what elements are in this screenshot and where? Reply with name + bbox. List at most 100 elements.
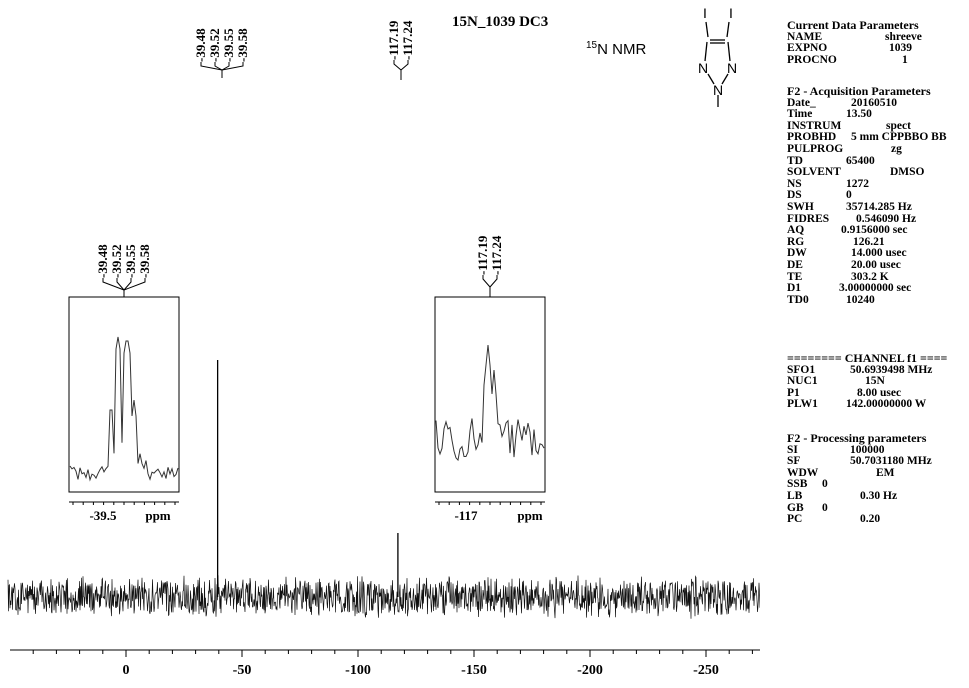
param-key: EXPNO: [787, 42, 828, 55]
param-key: NUC1: [787, 375, 818, 388]
isotope-superscript: 15: [586, 40, 598, 51]
param-key: SFO1: [787, 363, 816, 376]
param-value: 50.7031180 MHz: [850, 455, 932, 468]
nitrogen-label-1: N: [698, 60, 708, 76]
param-key: TD: [787, 154, 803, 167]
param-value: 35714.285 Hz: [846, 200, 912, 213]
param-key: Time: [787, 108, 813, 121]
param-value: 3.00000000 sec: [839, 282, 912, 295]
nitrogen-label-2: N: [727, 60, 737, 76]
param-key: SI: [787, 443, 798, 456]
param-key: TD0: [787, 293, 809, 306]
param-value: 20.00 usec: [851, 258, 901, 271]
inset-tick-label: -39.5: [89, 508, 117, 523]
param-row: NS 1272: [787, 177, 931, 191]
param-key: GB: [787, 501, 804, 514]
peak-label-connector: [200, 62, 223, 71]
current-data-parameters: Current Data Parameters NAME shreeve EXPNO 1…: [787, 18, 922, 66]
param-row: PLW1 142.00000000 W: [787, 399, 947, 411]
param-value: 0.20: [860, 513, 881, 526]
peak-label: -39.55: [123, 244, 138, 278]
param-key: P1: [787, 386, 800, 399]
param-header: F2 - Acquisition Parameters: [787, 84, 931, 98]
param-value: 8.00 usec: [857, 386, 902, 399]
param-value: 15N: [865, 375, 885, 388]
processing-parameters: F2 - Processing parameters SI 100000 SF 50.7…: [787, 431, 932, 526]
param-value: 0: [822, 478, 828, 491]
peak-label-connector: [221, 62, 230, 71]
param-value: 65400: [846, 154, 875, 167]
top-peak-labels-group2: -117.19 -117.24: [386, 20, 415, 80]
param-row: SFO1 50.6939498 MHz: [787, 363, 947, 377]
x-tick-label: -150: [461, 663, 487, 678]
peak-label: -39.55: [221, 28, 236, 62]
param-row: DS 0: [787, 190, 931, 202]
param-value: 0: [846, 189, 852, 202]
param-key: DW: [787, 247, 807, 260]
param-header: Current Data Parameters: [787, 18, 919, 32]
x-tick-label: -250: [693, 663, 719, 678]
spectrum-title: 15N_1039 DC3: [452, 14, 549, 30]
param-key: PULPROG: [787, 142, 844, 155]
peak-label: -39.48: [193, 28, 208, 62]
iodine-label-1: I: [703, 5, 707, 21]
param-row: Time 13.50: [787, 109, 931, 121]
inset-peak-labels: -39.48 -39.52 -39.55 -39.58: [95, 244, 152, 300]
param-header: F2 - Processing parameters: [787, 431, 927, 445]
peak-label-connector: [214, 62, 223, 71]
param-key: DE: [787, 258, 803, 271]
param-key: SWH: [787, 200, 814, 213]
param-key: NAME: [787, 30, 823, 43]
param-value: 1272: [846, 177, 869, 190]
nmr-label: 15N NMR: [586, 40, 646, 58]
param-row: NUC1 15N: [787, 376, 947, 388]
peak-label-connector: [102, 278, 125, 291]
param-value: spect: [886, 119, 911, 132]
param-value: 13.50: [846, 108, 872, 121]
param-row: PROBHD 5 mm CPPBBO BB: [787, 132, 947, 144]
param-key: SSB: [787, 478, 808, 491]
param-row: FIDRES 0.546090 Hz: [787, 213, 931, 226]
param-row: DE 20.00 usec: [787, 258, 931, 272]
acquisition-parameters: F2 - Acquisition Parameters Date_ 20160510…: [787, 84, 947, 307]
x-tick-label: -200: [577, 663, 603, 678]
nmr-label-text: N NMR: [597, 41, 647, 58]
param-row: TD 65400: [787, 154, 931, 168]
param-key: LB: [787, 489, 803, 502]
x-axis: 0-50-100-150-200-250-300ppm: [10, 649, 760, 678]
param-key: AQ: [787, 224, 805, 237]
param-value: 303.2 K: [851, 270, 889, 283]
param-row: EXPNO 1039: [787, 43, 919, 55]
peak-label: -39.52: [207, 28, 222, 62]
param-header: ======== CHANNEL f1 ====: [787, 351, 948, 365]
param-value: zg: [891, 142, 902, 155]
param-value: DMSO: [890, 166, 925, 179]
peak-label-connector: [400, 60, 409, 71]
inset-trace: [435, 344, 545, 462]
x-tick-label: 0: [123, 663, 130, 678]
nitrogen-label-3: N: [713, 82, 723, 98]
param-row: LB 0.30 Hz: [787, 489, 926, 503]
param-value: 50.6939498 MHz: [850, 363, 933, 376]
peak-label-connector: [482, 275, 491, 288]
peak-label-connector: [123, 278, 146, 291]
param-key: Date_: [787, 96, 816, 109]
x-tick-label: -50: [233, 663, 252, 678]
param-row: SOLVENT DMSO: [787, 167, 931, 179]
peak-label: -39.58: [137, 244, 152, 278]
param-key: DS: [787, 189, 802, 202]
param-row: Date_ 20160510: [787, 96, 931, 110]
param-value: 0.9156000 sec: [841, 224, 908, 237]
peak-label-connector: [116, 278, 125, 291]
param-row: SF 50.7031180 MHz: [787, 456, 932, 468]
inset-panel-2: -117.19 -117.24 -117 ppm: [434, 235, 546, 523]
inset-trace: [69, 336, 179, 482]
param-row: NAME shreeve: [787, 30, 922, 44]
param-value: 1039: [889, 42, 912, 55]
param-row: TD0 10240: [787, 293, 931, 307]
param-row: SI 100000: [787, 443, 926, 457]
param-value: 142.00000000 W: [846, 398, 927, 411]
inset-unit-label: ppm: [517, 508, 542, 523]
param-row: INSTRUM spect: [787, 119, 931, 133]
top-peak-labels: -39.48 -39.52 -39.55 -39.58 -117.19 -117.24: [193, 20, 415, 80]
